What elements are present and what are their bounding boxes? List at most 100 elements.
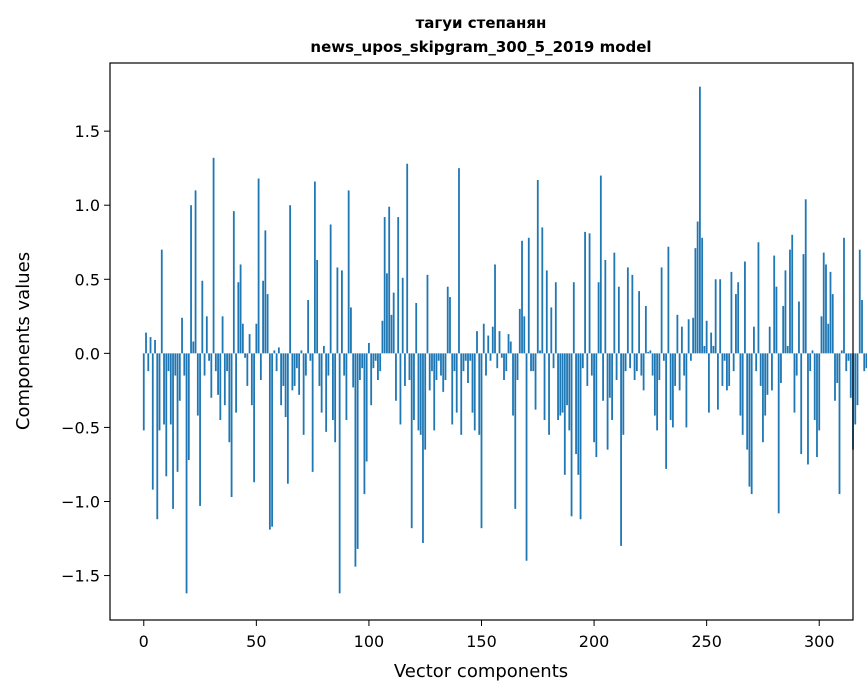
bar — [831, 294, 834, 354]
bar — [147, 353, 150, 372]
bar — [446, 286, 449, 354]
bar — [822, 252, 825, 354]
bar — [780, 353, 782, 383]
bar — [440, 353, 442, 376]
y-tick-label: 0.0 — [75, 344, 100, 363]
bar — [505, 353, 508, 372]
bar — [181, 317, 183, 354]
bar — [419, 353, 422, 435]
bar — [178, 353, 181, 401]
bar — [775, 286, 778, 354]
bar — [239, 264, 242, 354]
bar — [194, 190, 197, 354]
bar — [674, 353, 677, 386]
bar — [199, 353, 201, 506]
bar — [487, 335, 490, 354]
bar — [739, 353, 742, 416]
bar — [541, 227, 544, 354]
bar — [338, 353, 341, 594]
bar — [485, 353, 487, 376]
bar — [561, 353, 564, 413]
bar — [235, 353, 237, 413]
bar — [363, 353, 366, 495]
bar — [849, 353, 852, 398]
bar — [259, 353, 262, 381]
bar — [784, 270, 787, 354]
bar — [451, 353, 454, 425]
chart-title-line1: тагуи степанян — [416, 14, 547, 32]
x-tick-label: 150 — [466, 632, 497, 651]
bar — [467, 353, 469, 383]
bar — [174, 353, 177, 376]
bar — [667, 246, 670, 354]
bar — [433, 353, 436, 431]
y-tick-label: −0.5 — [61, 418, 100, 437]
bar — [316, 260, 319, 354]
bar — [865, 353, 867, 369]
bar — [701, 237, 704, 354]
bar — [753, 326, 755, 354]
bar — [771, 353, 773, 391]
bar — [651, 353, 654, 376]
bar — [217, 353, 219, 395]
bar — [473, 353, 476, 431]
bar — [606, 353, 609, 450]
bar — [811, 350, 814, 354]
bar — [683, 353, 686, 376]
bar — [717, 353, 719, 410]
bar — [635, 353, 638, 372]
bar — [437, 353, 440, 361]
bar — [169, 353, 172, 425]
bar — [843, 237, 845, 354]
bar — [566, 353, 568, 406]
bar — [710, 332, 713, 354]
bar — [577, 353, 580, 475]
bar — [154, 340, 156, 354]
bar — [264, 230, 267, 354]
bar — [723, 353, 726, 361]
bar — [545, 270, 548, 354]
bar — [417, 353, 420, 431]
bar — [480, 353, 483, 529]
x-tick-label: 100 — [354, 632, 385, 651]
bar — [221, 316, 224, 354]
bar — [262, 280, 264, 354]
bar — [820, 316, 823, 354]
bar — [514, 353, 517, 509]
bar — [653, 353, 656, 416]
bar — [732, 353, 735, 372]
bar — [818, 353, 821, 431]
bar — [660, 267, 663, 354]
bar — [151, 353, 154, 490]
x-tick-label: 50 — [246, 632, 266, 651]
bar — [590, 353, 593, 376]
bar — [829, 271, 832, 354]
bar — [444, 353, 447, 381]
bar — [381, 320, 384, 354]
bar — [633, 353, 636, 381]
plot-frame — [109, 62, 854, 621]
bar — [404, 353, 406, 386]
bar — [196, 353, 199, 416]
bar — [521, 240, 523, 354]
bar — [741, 353, 744, 435]
bar — [599, 175, 602, 354]
bar — [516, 353, 519, 381]
y-ticks: −1.5 −1.0 −0.5 0.0 0.5 1.0 1.5 — [61, 122, 110, 586]
bar — [503, 353, 505, 381]
bar — [431, 353, 433, 372]
bar — [318, 353, 321, 386]
bar — [680, 326, 683, 354]
bar — [464, 353, 467, 361]
bar — [322, 345, 325, 354]
bar — [160, 249, 163, 354]
bar — [489, 353, 492, 361]
bar — [512, 353, 514, 416]
bar — [840, 350, 843, 354]
bar — [687, 319, 690, 354]
bar — [345, 353, 348, 421]
bar — [613, 252, 616, 354]
bar — [782, 305, 785, 354]
bar — [327, 353, 330, 376]
